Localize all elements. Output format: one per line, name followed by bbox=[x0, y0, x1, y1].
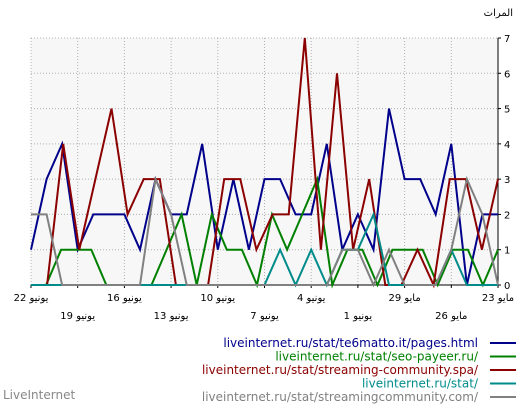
y-tick-label: 7 bbox=[504, 34, 510, 45]
legend-label: liveinternet.ru/stat/streamingcommunity.… bbox=[202, 390, 479, 404]
series-line-3 bbox=[31, 37, 499, 289]
x-tick-label: 1 يونيو bbox=[344, 311, 373, 322]
x-tick-label: 23 مايو bbox=[482, 293, 514, 304]
y-tick-label: 6 bbox=[504, 69, 510, 80]
y-tick-label: 5 bbox=[504, 105, 510, 116]
x-tick-label: 13 يونيو bbox=[154, 311, 189, 322]
legend-label: liveinternet.ru/stat/te6matto.it/pages.h… bbox=[223, 336, 478, 350]
y-tick-label: 3 bbox=[504, 175, 510, 186]
x-tick-label: 19 يونيو bbox=[60, 311, 95, 322]
series-lines bbox=[30, 37, 499, 289]
y-tick-label: 1 bbox=[504, 246, 510, 257]
y-tick-labels: 0 1 2 3 4 5 6 7 bbox=[504, 34, 510, 292]
legend-label: liveinternet.ru/stat/seo-payeer.ru/ bbox=[275, 350, 479, 364]
x-tick-labels: 22 يونيو 16 يونيو 10 يونيو 4 يونيو 29 مايو 23… bbox=[14, 293, 515, 322]
x-tick-label: 22 يونيو bbox=[14, 293, 49, 304]
y-tick-label: 2 bbox=[504, 210, 510, 221]
x-tick-label: 26 مايو bbox=[435, 311, 467, 322]
x-tick-label: 16 يونيو bbox=[107, 293, 142, 304]
y-axis-title: المرات bbox=[484, 8, 513, 19]
x-tick-label: 10 يونيو bbox=[200, 293, 235, 304]
legend-label: liveinternet.ru/stat/ bbox=[362, 377, 479, 391]
footer-brand: LiveInternet bbox=[3, 388, 76, 402]
x-tick-label: 7 يونيو bbox=[250, 311, 279, 322]
x-tick-label: 29 مايو bbox=[388, 293, 420, 304]
series-line-1 bbox=[30, 108, 498, 286]
y-tick-label: 4 bbox=[504, 140, 510, 151]
legend-label: liveinternet.ru/stat/streaming-community… bbox=[202, 363, 479, 377]
legend: liveinternet.ru/stat/te6matto.it/pages.h… bbox=[202, 336, 516, 404]
y-tick-label: 0 bbox=[504, 281, 510, 292]
series-line-5 bbox=[31, 175, 499, 288]
x-tick-label: 4 يونيو bbox=[297, 293, 326, 304]
